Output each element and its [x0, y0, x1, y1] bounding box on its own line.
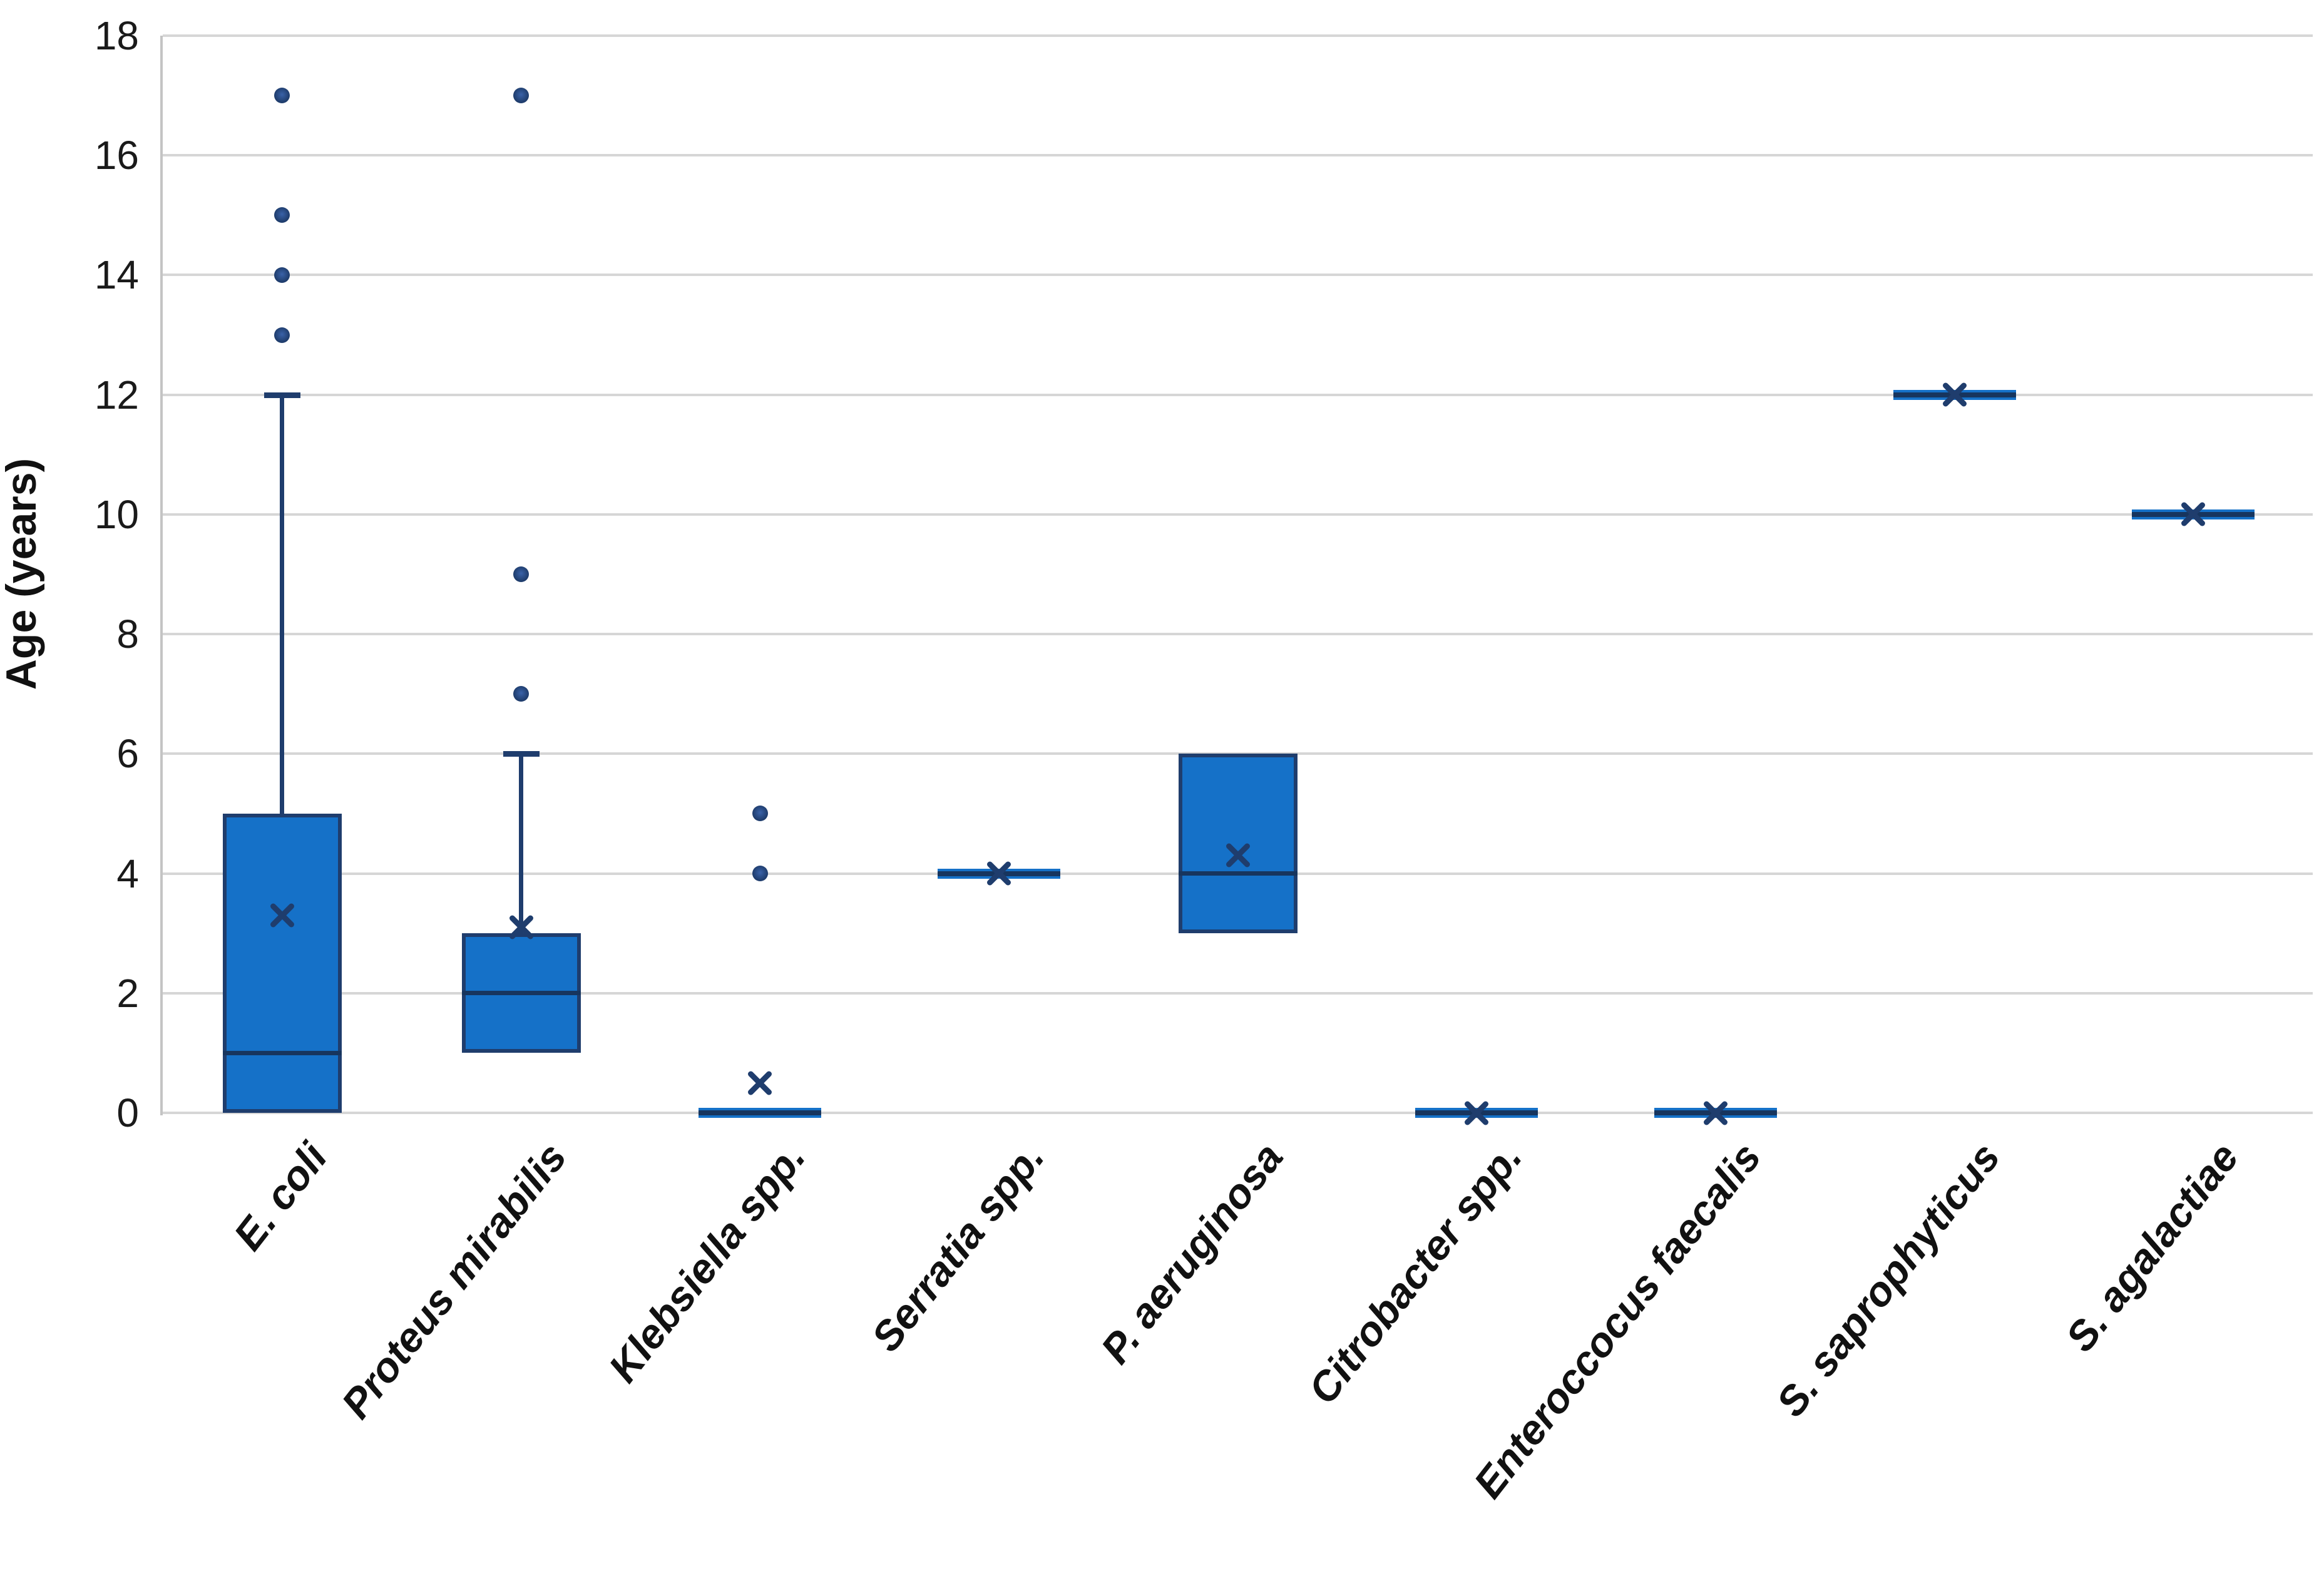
median-line	[699, 1110, 822, 1115]
mean-marker	[985, 860, 1012, 887]
gridline	[163, 991, 2313, 995]
gridline	[163, 274, 2313, 277]
outlier-point	[274, 88, 290, 104]
whisker-line	[519, 754, 523, 934]
gridline	[163, 154, 2313, 157]
y-tick-label: 10	[94, 491, 139, 537]
x-axis-label-s-saprophyticus: S. saprophyticus	[1767, 1134, 2009, 1425]
outlier-point	[752, 866, 768, 882]
x-axis-label-e-coli: E. coli	[225, 1134, 337, 1259]
outlier-point	[274, 267, 290, 283]
y-tick-label: 0	[116, 1090, 139, 1135]
outlier-point	[513, 88, 529, 104]
y-tick-label: 14	[94, 252, 139, 298]
gridline	[163, 513, 2313, 516]
outlier-point	[752, 806, 768, 822]
collapsed-box-klebsiella-spp	[699, 1108, 822, 1118]
median-line	[222, 1050, 342, 1055]
mean-marker	[747, 1070, 774, 1097]
median-line	[461, 991, 581, 996]
y-axis-line	[160, 36, 163, 1115]
y-tick-label: 18	[94, 13, 139, 58]
mean-marker	[2180, 501, 2207, 528]
box-e-coli	[222, 813, 342, 1113]
outlier-point	[513, 686, 529, 702]
x-axis-label-proteus-mirabilis: Proteus mirabilis	[332, 1134, 575, 1427]
whisker-line	[280, 394, 285, 814]
outlier-point	[274, 327, 290, 343]
gridline	[163, 633, 2313, 636]
gridline	[163, 34, 2313, 37]
x-axis-label-serratia-spp: Serratia spp.	[862, 1134, 1053, 1360]
mean-marker	[1702, 1100, 1729, 1126]
x-axis-label-p-aeruginosa: P. aeruginosa	[1092, 1134, 1292, 1372]
x-axis-label-citrobacter-spp: Citrobacter spp.	[1299, 1134, 1531, 1413]
box-p-aeruginosa	[1178, 754, 1298, 934]
x-axis-label-enteroccocus-faecalis: Enteroccocus faecalis	[1464, 1134, 1770, 1507]
y-tick-label: 6	[116, 731, 139, 777]
x-axis-label-klebsiella-spp: Klebsiella spp.	[599, 1134, 814, 1391]
mean-marker	[1224, 842, 1251, 869]
y-tick-label: 2	[116, 970, 139, 1016]
median-line	[1178, 871, 1298, 876]
mean-marker	[269, 902, 295, 929]
mean-marker	[1941, 381, 1968, 408]
mean-marker	[1463, 1100, 1490, 1126]
y-tick-label: 16	[94, 133, 139, 178]
y-tick-label: 4	[116, 851, 139, 896]
mean-marker	[508, 914, 535, 941]
outlier-point	[274, 207, 290, 223]
gridline	[163, 393, 2313, 396]
gridline	[163, 1112, 2313, 1114]
y-tick-label: 12	[94, 372, 139, 417]
whisker-cap	[264, 392, 300, 398]
y-tick-label: 8	[116, 612, 139, 657]
x-axis-label-s-agalactiae: S. agalactiae	[2056, 1134, 2248, 1360]
whisker-cap	[503, 751, 540, 757]
outlier-point	[513, 566, 529, 582]
